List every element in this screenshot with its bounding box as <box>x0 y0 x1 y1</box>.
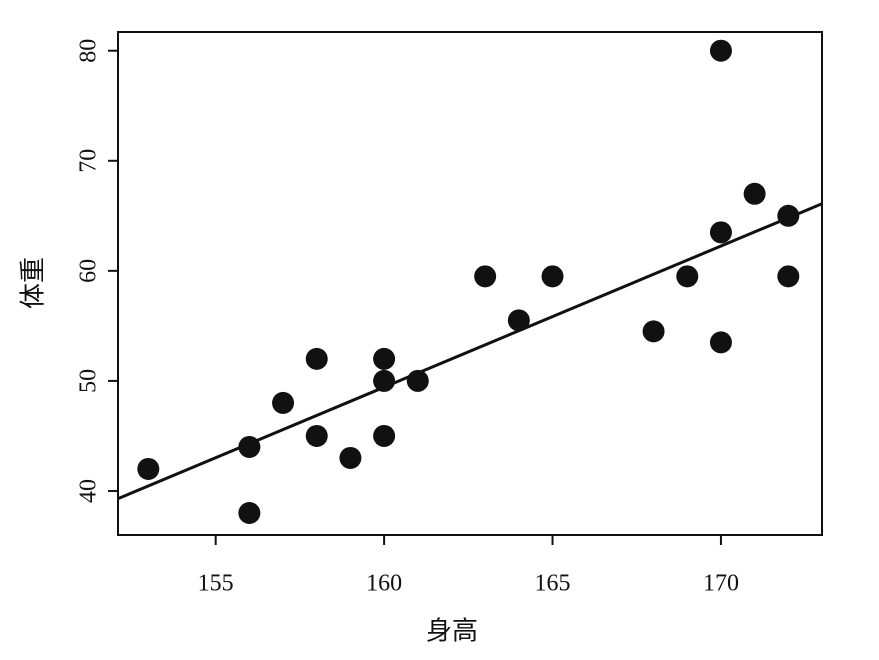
scatter-point <box>676 265 699 288</box>
scatter-point <box>305 424 328 447</box>
scatter-point <box>777 265 800 288</box>
x-axis-title: 身高 <box>426 617 478 647</box>
x-tick-label: 170 <box>703 571 739 597</box>
y-tick-label: 50 <box>76 369 102 393</box>
plot-frame <box>117 31 823 536</box>
scatter-point <box>305 347 328 370</box>
scatter-point <box>272 391 295 414</box>
y-tick-label: 80 <box>76 39 102 63</box>
x-tick-label: 155 <box>198 571 234 597</box>
scatter-point <box>373 369 396 392</box>
scatter-point <box>642 320 665 343</box>
scatter-point <box>541 265 564 288</box>
scatter-point <box>709 221 732 244</box>
y-tick-label: 40 <box>76 479 102 503</box>
y-tick-label: 60 <box>76 259 102 283</box>
scatter-point <box>474 265 497 288</box>
scatter-point <box>238 435 261 458</box>
x-tick-label: 160 <box>366 571 402 597</box>
scatter-point <box>507 309 530 332</box>
scatter-point <box>137 457 160 480</box>
scatter-point <box>339 446 362 469</box>
scatter-point <box>777 204 800 227</box>
y-tick-label: 70 <box>76 149 102 173</box>
scatter-point <box>709 331 732 354</box>
scatter-point <box>743 182 766 205</box>
x-tick-label: 165 <box>535 571 571 597</box>
scatter-point <box>238 501 261 524</box>
scatter-point <box>373 424 396 447</box>
scatter-point <box>373 347 396 370</box>
y-axis-title: 体重 <box>19 257 49 309</box>
fit-line <box>117 202 823 501</box>
scatter-point <box>709 39 732 62</box>
scatter-point <box>406 369 429 392</box>
